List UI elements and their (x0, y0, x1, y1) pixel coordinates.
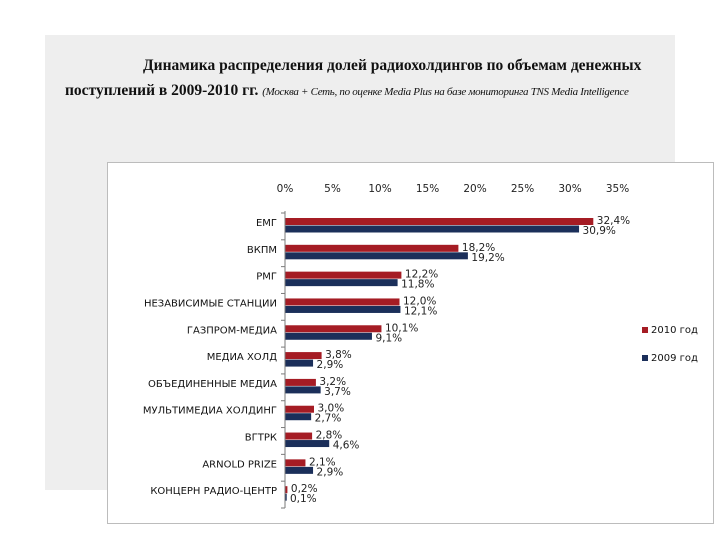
category-label: КОНЦЕРН РАДИО-ЦЕНТР (150, 486, 277, 497)
data-label: 18,2% (462, 242, 495, 254)
bar-2010 (285, 378, 316, 386)
x-tick-label: 25% (511, 183, 534, 195)
data-label: 12,2% (405, 269, 438, 281)
category-label: ВКПМ (247, 245, 277, 256)
x-tick-label: 10% (368, 183, 391, 195)
bar-2009 (285, 252, 468, 260)
bar-chart: 0% 5% 10% 15% 20% 25% 30% 35% ЕМГ 32,4%30,9% ВКПМ 1… (143, 183, 698, 509)
data-label: 3,8% (325, 349, 352, 361)
slide: Динамика распределения долей радиохолдин… (45, 35, 714, 524)
bar-2010 (285, 271, 402, 279)
legend-label: 2009 год (651, 353, 698, 364)
data-label: 9,1% (375, 332, 402, 344)
bar-2009 (285, 305, 401, 313)
data-label: 4,6% (333, 440, 360, 452)
data-label: 30,9% (583, 225, 616, 237)
bar-2010 (285, 244, 459, 252)
plot-area: 0% 5% 10% 15% 20% 25% 30% 35% ЕМГ 32,4% 30,9% ВКПМ 1… (107, 162, 714, 524)
data-label: 32,4% (597, 215, 630, 227)
category-label: МУЛЬТИМЕДИА ХОЛДИНГ (143, 406, 277, 417)
category-label: ГАЗПРОМ-МЕДИА (187, 325, 277, 336)
bar-2010 (285, 352, 322, 360)
data-label: 2,9% (317, 359, 344, 371)
title-line-1: Динамика распределения долей радиохолдин… (143, 57, 642, 74)
bar-2009 (285, 332, 372, 340)
chart-title: Динамика распределения долей радиохолдин… (65, 53, 665, 105)
bar-2009 (285, 279, 398, 287)
bar-2009 (285, 225, 580, 233)
data-label: 3,7% (324, 386, 351, 398)
bar-2010 (285, 325, 382, 333)
title-line-2-main: поступлений в 2009-2010 гг. (65, 82, 259, 99)
bar-2010 (285, 298, 400, 306)
title-line-2: поступлений в 2009-2010 гг. (Москва + Се… (65, 78, 665, 105)
category-label: ARNOLD PRIZE (202, 459, 277, 470)
title-source: (Москва + Сеть, по оценке Media Plus на … (262, 86, 629, 98)
bar-2009 (285, 413, 312, 421)
bar-2010 (285, 218, 594, 225)
bar-2010 (285, 459, 306, 467)
x-tick-label: 35% (606, 183, 629, 195)
bar-2010 (285, 486, 288, 494)
category-label: ОБЪЕДИНЕННЫЕ МЕДИА (148, 379, 277, 390)
x-tick-label: 5% (324, 183, 341, 195)
data-label: 12,1% (404, 305, 437, 317)
bar-2010 (285, 405, 314, 413)
data-label: 12,0% (403, 295, 436, 307)
data-label: 3,2% (319, 376, 346, 388)
bar-2009 (285, 440, 330, 448)
data-label: 2,7% (315, 413, 342, 425)
x-tick-label: 0% (277, 183, 294, 195)
legend-swatch-2010 (642, 327, 648, 333)
x-tick-label: 30% (558, 183, 581, 195)
legend-label: 2010 год (651, 325, 698, 336)
x-tick-label: 20% (463, 183, 486, 195)
category-label: РМГ (256, 272, 277, 283)
bar-2010 (285, 432, 313, 440)
bar-2009 (285, 466, 314, 474)
category-label: ЕМГ (256, 218, 277, 229)
data-label: 10,1% (385, 322, 418, 334)
category-label: НЕЗАВИСИМЫЕ СТАНЦИИ (144, 298, 277, 309)
data-label: 3,0% (318, 403, 345, 415)
bar-2009 (285, 493, 287, 501)
category-label: МЕДИА ХОЛД (207, 352, 278, 363)
category-label: ВГТРК (245, 433, 277, 444)
bar-2009 (285, 386, 321, 394)
data-label: 2,1% (309, 456, 336, 468)
data-label: 2,9% (317, 466, 344, 478)
bar-2009 (285, 359, 314, 367)
data-label: 2,8% (316, 430, 343, 442)
data-label: 0,1% (290, 493, 317, 505)
data-label: 11,8% (401, 279, 434, 291)
x-tick-label: 15% (416, 183, 439, 195)
data-label: 0,2% (291, 483, 318, 495)
legend-swatch-2009 (642, 355, 648, 361)
data-label: 19,2% (471, 252, 504, 264)
